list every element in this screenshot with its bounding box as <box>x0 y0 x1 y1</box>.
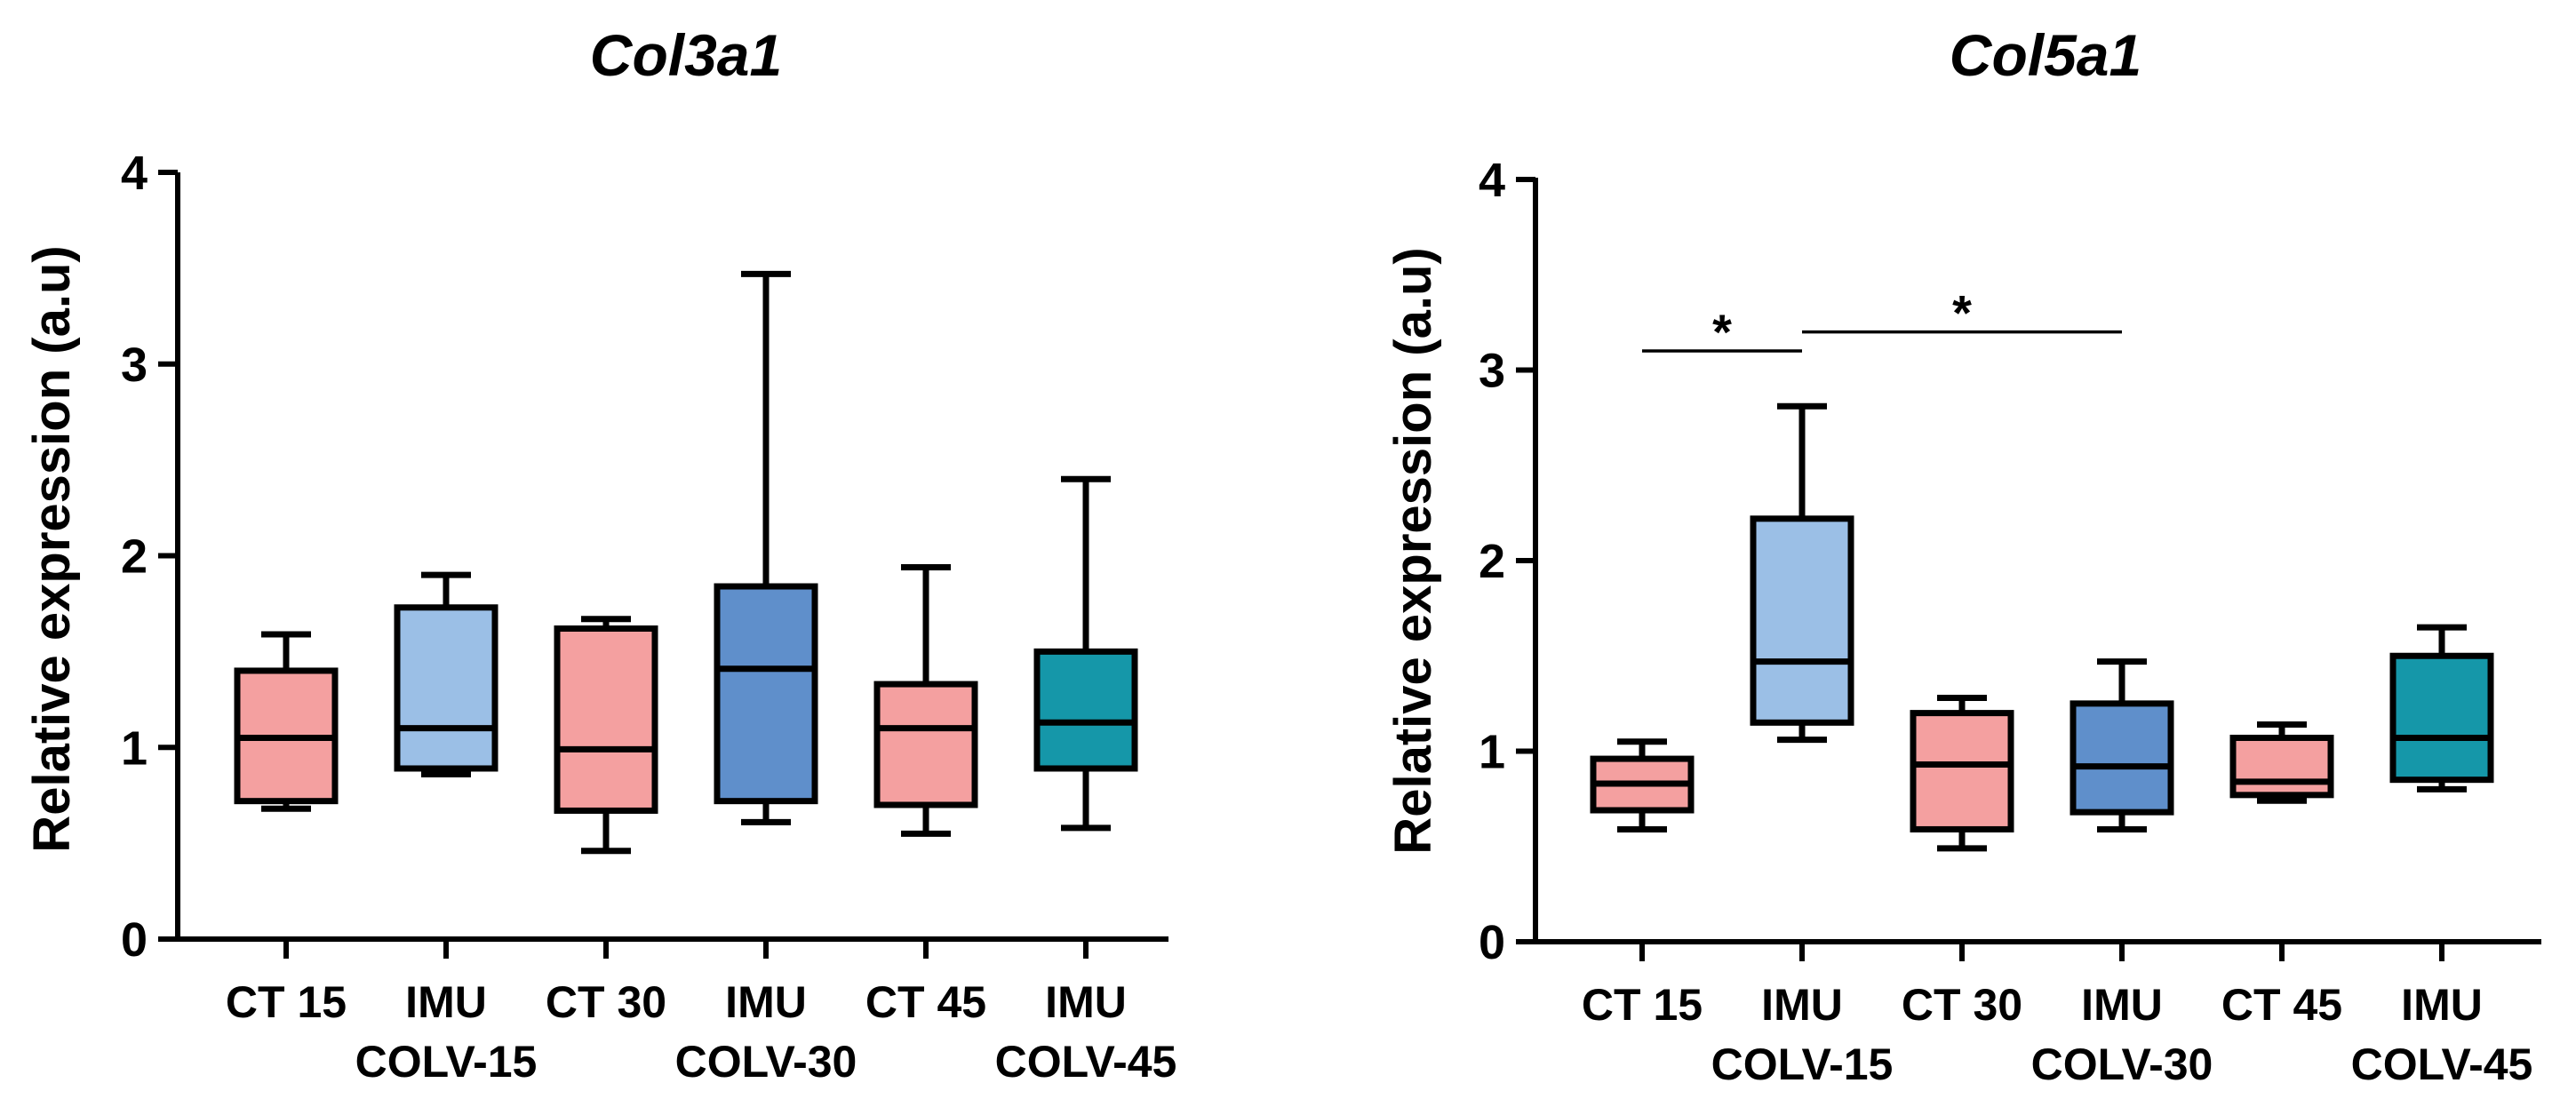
box-1 <box>394 571 498 959</box>
box-plots <box>1590 402 2494 961</box>
x-tick-label: CT 15 <box>226 977 347 1027</box>
x-tick-label-line2: COLV-30 <box>675 1037 857 1087</box>
y-axis-label: Relative expression (a.u) <box>23 245 81 852</box>
iqr-box <box>394 604 498 772</box>
box-4 <box>2229 721 2334 961</box>
box-4 <box>873 563 978 959</box>
chart-panel-col3a1: Col3a1 Relative expression (a.u) 0 1 2 3 4 C… <box>23 22 1176 1087</box>
x-tick-label: IMU <box>405 977 487 1027</box>
y-tick-label: 3 <box>1479 345 1505 398</box>
box-3 <box>2070 658 2174 961</box>
iqr-box <box>2070 700 2174 816</box>
box-5 <box>1033 475 1138 959</box>
iqr-box <box>1750 515 1854 726</box>
box-plots <box>234 270 1138 959</box>
iqr-box <box>1910 710 2014 832</box>
x-tick-label: CT 30 <box>1902 980 2022 1030</box>
chart-title: Col5a1 <box>1950 22 2141 88</box>
y-tick-label: 4 <box>1479 154 1505 207</box>
box-0 <box>234 631 339 959</box>
x-tick-label-line2: COLV-45 <box>2351 1039 2533 1089</box>
y-tick-label: 3 <box>121 338 148 392</box>
y-ticks: 0 1 2 3 4 <box>1479 154 1535 969</box>
x-tick-label-line2: COLV-15 <box>355 1037 538 1087</box>
box-2 <box>554 616 658 959</box>
x-tick-label: IMU <box>2081 980 2163 1030</box>
iqr-box <box>1033 648 1138 772</box>
y-tick-label: 4 <box>121 147 148 200</box>
significance-brackets: * * <box>1642 285 2122 360</box>
x-tick-label-line2: COLV-30 <box>2031 1039 2213 1089</box>
chart-title: Col3a1 <box>590 22 782 88</box>
box-3 <box>714 270 818 959</box>
significance-label: * <box>1712 304 1732 360</box>
y-tick-label: 1 <box>1479 726 1505 779</box>
iqr-box <box>554 625 658 814</box>
x-tick-label-line2: COLV-15 <box>1711 1039 1894 1089</box>
x-tick-label: IMU <box>1761 980 1843 1030</box>
x-tick-label: IMU <box>1045 977 1127 1027</box>
x-tick-label: CT 30 <box>546 977 666 1027</box>
box-0 <box>1590 738 1695 961</box>
x-tick-label-line2: COLV-45 <box>995 1037 1177 1087</box>
x-tick-label: CT 45 <box>2221 980 2342 1030</box>
y-tick-label: 1 <box>121 721 148 775</box>
x-tick-label: IMU <box>2401 980 2483 1030</box>
iqr-box <box>714 583 818 805</box>
iqr-box <box>873 681 978 808</box>
chart-panel-col5a1: Col5a1 Relative expression (a.u) 0 1 2 3 4 *… <box>1384 22 2541 1089</box>
x-tick-label: IMU <box>725 977 807 1027</box>
x-tick-label: CT 45 <box>865 977 986 1027</box>
box-2 <box>1910 694 2014 961</box>
box-5 <box>2389 624 2494 961</box>
y-tick-label: 2 <box>1479 535 1505 588</box>
y-axis-label: Relative expression (a.u) <box>1384 247 1442 854</box>
y-tick-label: 2 <box>121 530 148 584</box>
x-tick-label: CT 15 <box>1582 980 1703 1030</box>
y-tick-label: 0 <box>1479 916 1505 969</box>
y-ticks: 0 1 2 3 4 <box>121 147 178 967</box>
iqr-box <box>2229 734 2334 799</box>
box-1 <box>1750 402 1854 961</box>
y-tick-label: 0 <box>121 913 148 967</box>
significance-label: * <box>1952 285 1972 341</box>
iqr-box <box>2389 652 2494 784</box>
